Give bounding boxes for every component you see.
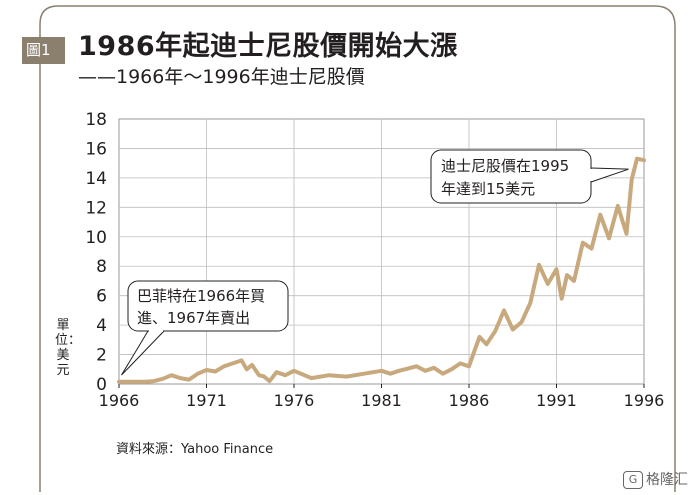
watermark: G 格隆汇 [623, 469, 688, 489]
x-tick-labels: 1966 1971 1976 1981 1986 1991 1996 [99, 384, 665, 410]
series-line-disney-price [117, 156, 646, 384]
annotation-box-buffett [127, 280, 289, 332]
annotation-pointer-1995 [590, 167, 629, 183]
x-tick-label: 1996 [624, 391, 665, 410]
watermark-logo-icon: G [623, 471, 643, 489]
x-tick-label: 1991 [536, 391, 577, 410]
y-tick-label: 8 [96, 257, 107, 277]
y-tick-label: 10 [85, 228, 107, 248]
annotation-text-1995: 迪士尼股價在1995 [441, 157, 569, 175]
y-tick-label: 14 [85, 169, 107, 189]
series-group [117, 156, 646, 384]
figure-badge: 圖1 [22, 37, 65, 64]
annotation-text-buffett: 進、1967年賣出 [137, 309, 250, 327]
x-tick-label: 1971 [186, 391, 227, 410]
chart-title: 1986年起迪士尼股價開始大漲 [78, 31, 458, 62]
y-tick-label: 6 [96, 287, 107, 307]
x-tick-label: 1981 [361, 391, 402, 410]
x-tick-label: 1966 [99, 391, 140, 410]
watermark-text: 格隆汇 [646, 472, 688, 488]
annotation-pointer-buffett [121, 330, 165, 376]
y-tick-labels: 0 2 4 6 8 10 12 14 16 18 [85, 110, 107, 395]
y-tick-label: 12 [85, 198, 107, 218]
chart-subtitle: ——1966年～1996年迪士尼股價 [78, 66, 365, 88]
y-tick-label: 2 [96, 346, 107, 366]
annotation-text-1995: 年達到15美元 [441, 180, 535, 198]
y-tick-label: 4 [96, 316, 107, 336]
x-tick-label: 1976 [274, 391, 315, 410]
frame-border [39, 5, 676, 492]
y-tick-label: 18 [85, 110, 107, 130]
y-tick-label: 0 [96, 375, 107, 395]
x-tick-label: 1986 [449, 391, 490, 410]
annotation-text-buffett: 巴菲特在1966年買 [137, 287, 265, 305]
y-tick-label: 16 [85, 139, 107, 159]
source-note: 資料來源：Yahoo Finance [116, 442, 274, 457]
